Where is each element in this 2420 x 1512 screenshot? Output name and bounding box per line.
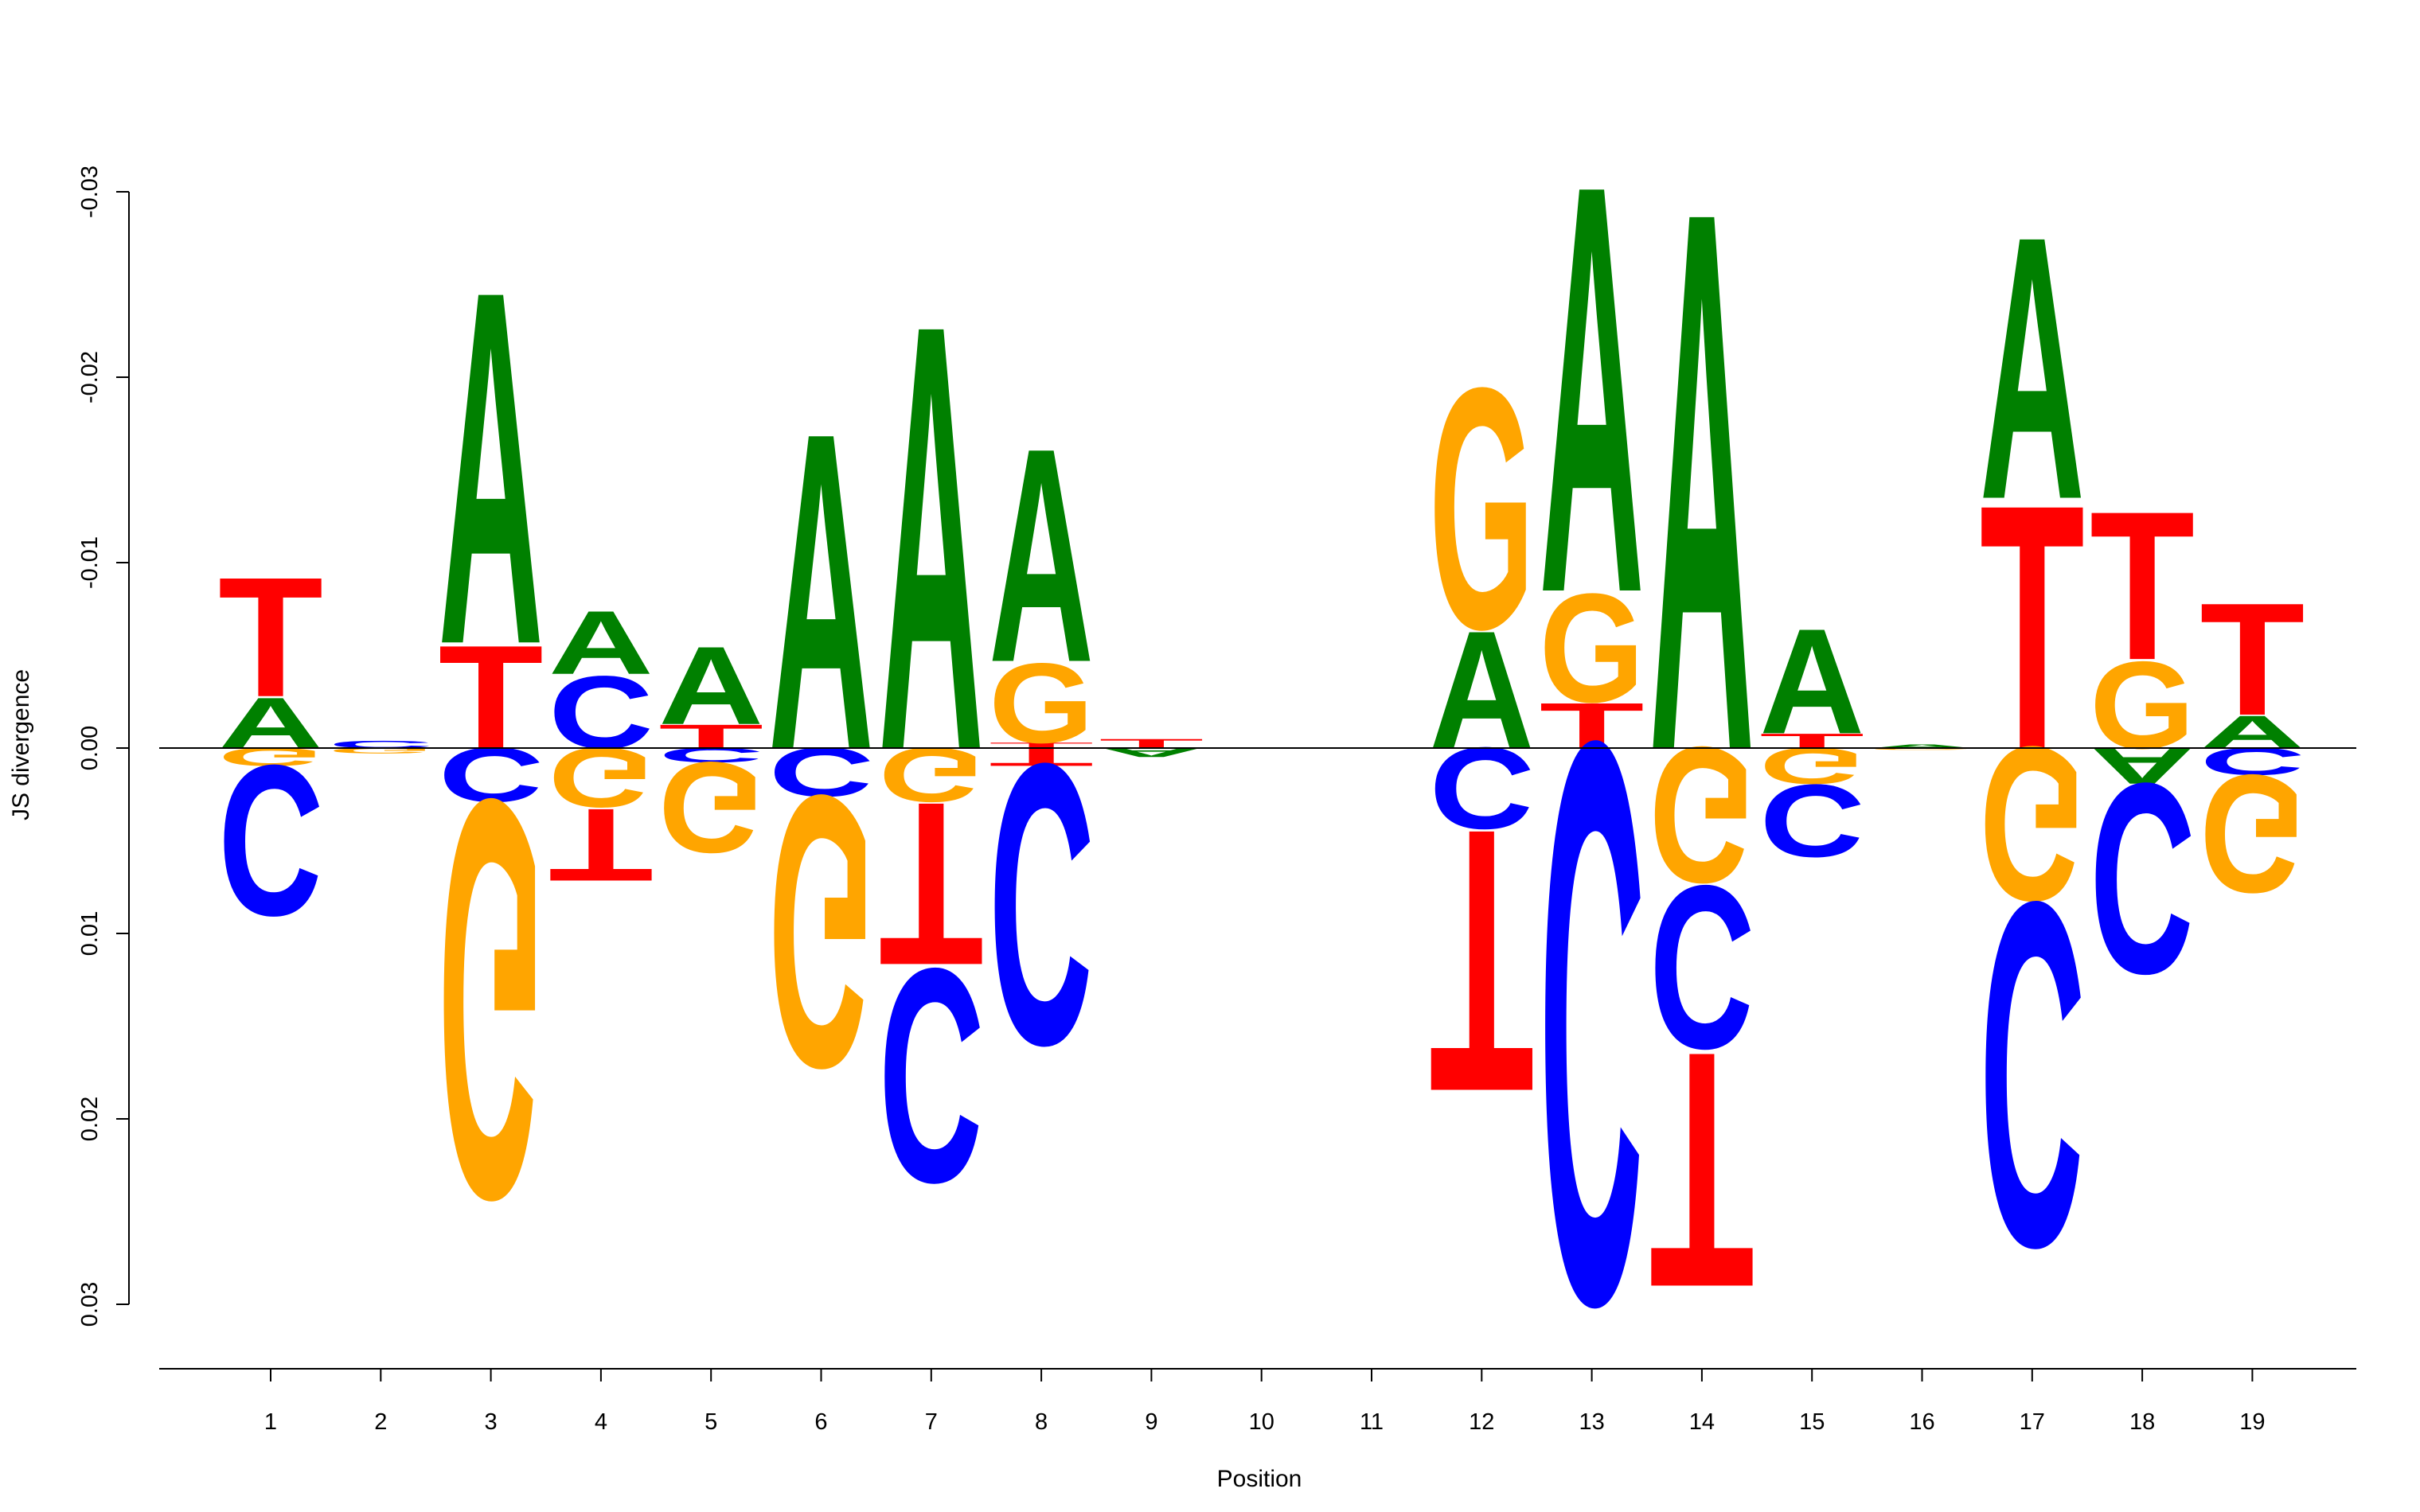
logo-letter-g: G <box>2090 635 2195 774</box>
x-tick-label: 16 <box>1909 1409 1934 1435</box>
logo-letter-a: A <box>1980 158 2085 577</box>
logo-letter-g: G <box>769 715 874 1149</box>
logo-letter-g: G <box>2199 740 2305 929</box>
x-tick-label: 10 <box>1249 1409 1274 1435</box>
logo-letter-g: G <box>439 682 544 1319</box>
y-tick-label: -0.01 <box>77 536 103 589</box>
x-axis-title: Position <box>1217 1466 1302 1492</box>
logo-letter-a: A <box>1870 743 1975 749</box>
logo-letter-g: G <box>1980 701 2085 948</box>
logo-letter-c: C <box>2199 739 2305 782</box>
logo-letter-c: C <box>548 654 654 770</box>
logo-letter-t: T <box>1980 433 2085 823</box>
x-tick-label: 13 <box>1579 1409 1604 1435</box>
logo-letter-c: C <box>769 733 874 811</box>
logo-letter-a: A <box>769 337 874 844</box>
logo-letter-c: C <box>218 721 323 961</box>
logo-letter-t: T <box>1429 752 1534 1171</box>
x-tick-label: 12 <box>1469 1409 1494 1435</box>
logo-letter-c: C <box>1649 837 1754 1098</box>
logo-letter-a: A <box>1429 595 1534 783</box>
x-tick-label: 4 <box>595 1409 607 1435</box>
x-axis: 1 2 3 4 5 6 7 8 9 10 11 12 13 14 15 16 17 18 19 <box>159 1368 2356 1435</box>
logo-letter-c: C <box>2090 727 2195 1031</box>
x-tick-label: 11 <box>1360 1409 1384 1435</box>
logo-letter-a: A <box>2199 706 2305 758</box>
x-tick-label: 7 <box>925 1409 938 1435</box>
logo-letter-a: A <box>989 384 1094 726</box>
logo-letter-a: A <box>218 682 323 763</box>
logo-letter-a: A <box>879 197 984 877</box>
x-tick-label: 6 <box>814 1409 827 1435</box>
logo-letter-a: A <box>1649 49 1754 912</box>
logo-letter-c: C <box>1429 723 1534 853</box>
logo-letter-t: T <box>1540 689 1645 762</box>
logo-letter-a: A <box>1540 64 1645 715</box>
logo-letter-t: T <box>218 541 323 732</box>
x-tick-label: 8 <box>1035 1409 1048 1435</box>
logo-letter-t: T <box>989 741 1094 750</box>
x-tick-label: 1 <box>264 1409 277 1435</box>
y-axis: -0.03 -0.02 -0.01 0.00 0.01 0.02 0.03 <box>77 166 130 1327</box>
logo-letter-g: G <box>548 730 654 825</box>
logo-letter-g: G <box>1429 315 1534 701</box>
x-tick-label: 2 <box>374 1409 387 1435</box>
logo-letter-a: A <box>1099 745 1204 759</box>
logo-letter-g: G <box>1759 737 1864 794</box>
logo-letter-c: C <box>1540 578 1645 1475</box>
y-tick-label: -0.02 <box>77 351 103 403</box>
logo-letter-c: C <box>1980 801 2085 1351</box>
logo-letter-g: G <box>879 731 984 818</box>
logo-letter-t: T <box>1649 982 1754 1358</box>
y-tick-label: 0.00 <box>77 726 103 770</box>
x-tick-label: 3 <box>485 1409 498 1435</box>
logo-letter-t: T <box>1099 736 1204 750</box>
y-axis-title: JS divergence <box>8 669 34 820</box>
x-tick-label: 5 <box>705 1409 717 1435</box>
y-tick-label: 0.01 <box>77 911 103 956</box>
y-tick-label: 0.02 <box>77 1097 103 1141</box>
x-tick-label: 17 <box>2020 1409 2045 1435</box>
logo-letter-g: G <box>1870 747 1975 750</box>
logo-letter-c: C <box>879 906 984 1247</box>
logo-letter-c: C <box>439 731 544 818</box>
x-tick-label: 15 <box>1799 1409 1825 1435</box>
logo-letter-t: T <box>879 754 984 1015</box>
logo-letter-t: T <box>548 787 654 902</box>
logo-letter-c: C <box>1759 763 1864 879</box>
logo-letter-a: A <box>439 185 544 749</box>
y-tick-label: -0.03 <box>77 166 103 218</box>
logo-letter-a: A <box>2090 737 2195 795</box>
logo-letter-g: G <box>658 735 763 879</box>
logo-letter-g: G <box>1649 707 1754 924</box>
y-tick-label: 0.03 <box>77 1282 103 1327</box>
logo-letter-t: T <box>439 614 544 779</box>
x-tick-label: 9 <box>1145 1409 1157 1435</box>
logo-letter-t: T <box>2090 467 2195 704</box>
logo-letter-c: C <box>989 681 1094 1128</box>
x-tick-label: 19 <box>2239 1409 2265 1435</box>
x-tick-label: 18 <box>2129 1409 2155 1435</box>
logo-letter-a: A <box>1759 598 1864 766</box>
logo-letter-t: T <box>2199 571 2305 750</box>
logo-letter-g: G <box>328 746 433 755</box>
logo-letter-a: A <box>548 592 654 693</box>
logo-letter-g: G <box>989 640 1094 767</box>
logo-letter-t: T <box>658 718 763 755</box>
logo-letter-g: G <box>1540 561 1645 735</box>
logo-letter-a: A <box>658 624 763 748</box>
x-tick-label: 14 <box>1689 1409 1715 1435</box>
